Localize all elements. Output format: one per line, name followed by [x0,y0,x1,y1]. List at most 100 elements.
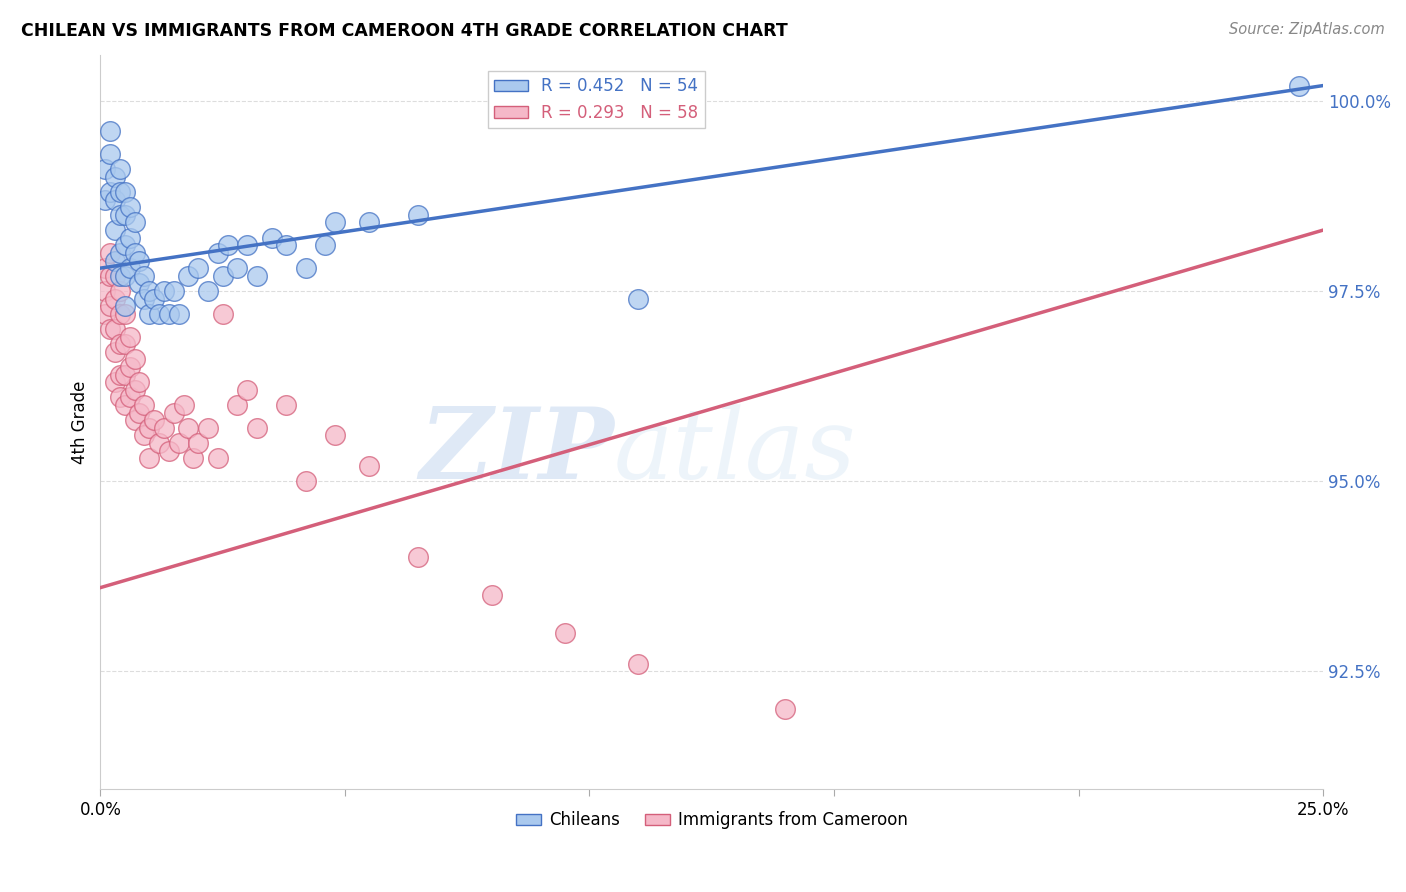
Point [108,246,131,260]
Point [177,268,200,283]
Point [128,376,150,390]
Point [554,626,576,640]
Point [627,292,650,306]
Point [246,421,269,435]
Point [138,421,160,435]
Point [118,391,141,405]
Point [108,307,131,321]
Point [773,702,796,716]
Point [98,322,121,336]
Point [104,376,127,390]
Text: ZIP: ZIP [419,403,614,500]
Point [138,284,160,298]
Point [98,246,121,260]
Point [114,185,136,199]
Point [177,421,200,435]
Point [134,292,156,306]
Point [118,359,141,374]
Point [108,185,131,199]
Point [207,451,229,466]
Point [148,436,170,450]
Point [124,246,146,260]
Point [163,284,186,298]
Legend: Chileans, Immigrants from Cameroon: Chileans, Immigrants from Cameroon [509,805,915,836]
Point [406,550,429,565]
Point [260,230,283,244]
Point [104,223,127,237]
Point [627,657,650,671]
Point [226,261,249,276]
Point [114,238,136,252]
Point [118,261,141,276]
Point [153,421,176,435]
Point [294,261,316,276]
Point [108,337,131,351]
Point [94,193,117,207]
Point [153,284,176,298]
Point [104,169,127,184]
Point [108,368,131,382]
Point [104,253,127,268]
Text: atlas: atlas [614,404,856,500]
Point [1288,78,1310,93]
Point [114,307,136,321]
Point [124,215,146,229]
Point [276,398,298,412]
Point [236,383,259,397]
Point [323,215,346,229]
Point [481,588,503,602]
Point [157,307,180,321]
Point [128,406,150,420]
Point [124,413,146,427]
Point [98,268,121,283]
Point [128,253,150,268]
Point [187,436,209,450]
Point [104,193,127,207]
Point [197,284,219,298]
Y-axis label: 4th Grade: 4th Grade [72,381,89,464]
Point [207,246,229,260]
Point [359,215,381,229]
Point [359,458,381,473]
Point [276,238,298,252]
Point [94,261,117,276]
Point [98,299,121,313]
Point [98,185,121,199]
Point [94,284,117,298]
Point [128,277,150,291]
Point [94,307,117,321]
Point [143,292,166,306]
Point [323,428,346,442]
Point [134,398,156,412]
Point [173,398,195,412]
Point [134,428,156,442]
Point [181,451,204,466]
Point [98,124,121,138]
Point [226,398,249,412]
Text: Source: ZipAtlas.com: Source: ZipAtlas.com [1229,22,1385,37]
Point [108,162,131,177]
Point [114,208,136,222]
Point [138,451,160,466]
Point [314,238,336,252]
Point [148,307,170,321]
Point [406,208,429,222]
Point [143,413,166,427]
Point [108,284,131,298]
Point [124,383,146,397]
Point [108,268,131,283]
Point [118,230,141,244]
Point [104,344,127,359]
Point [294,474,316,488]
Point [108,208,131,222]
Point [211,268,233,283]
Point [246,268,269,283]
Point [114,398,136,412]
Point [138,307,160,321]
Point [114,337,136,351]
Point [167,307,190,321]
Point [187,261,209,276]
Point [98,147,121,161]
Point [114,268,136,283]
Point [108,391,131,405]
